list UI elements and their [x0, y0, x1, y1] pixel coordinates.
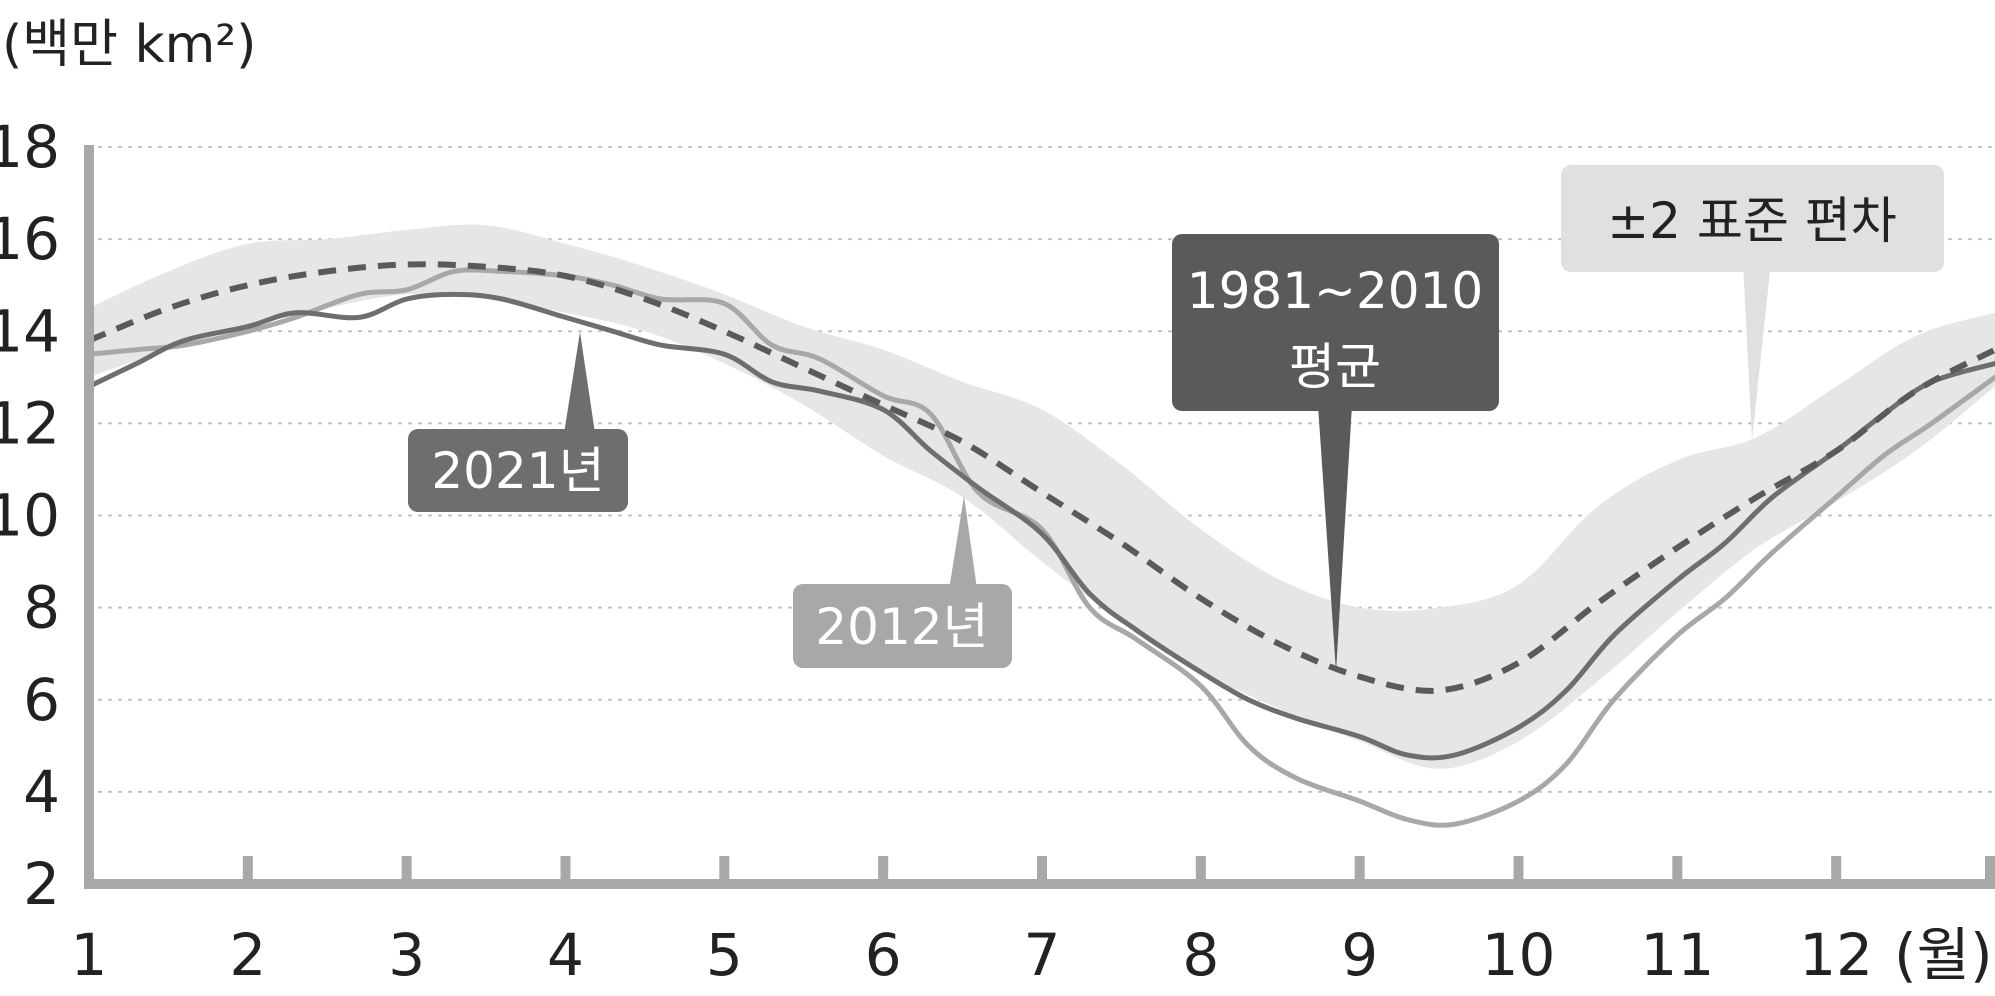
callout-std-dev-pointer [1743, 262, 1771, 440]
callout-std-dev-box [1561, 165, 1944, 272]
x-tick-label: 1 [71, 921, 108, 989]
x-tick-label: 9 [1341, 921, 1378, 989]
x-tick-label: 10 [1482, 921, 1556, 989]
callout-2021-pointer [563, 332, 596, 440]
y-tick-label: 12 [0, 389, 60, 457]
x-tick-label: 12 [1799, 921, 1873, 989]
y-tick-label: 8 [23, 574, 60, 642]
callout-2012-box [793, 584, 1012, 668]
callout-2012: 2012년 [793, 496, 1012, 668]
callout-std-dev: ±2 표준 편차 [1561, 165, 1944, 440]
callout-2012-pointer [948, 496, 978, 596]
callout-2012-label: 2012년 [815, 598, 988, 656]
callout-average-box [1172, 234, 1499, 411]
y-tick-label: 14 [0, 297, 60, 365]
y-tick-label: 16 [0, 205, 60, 273]
y-axis-unit-label: (백만 km²) [2, 15, 256, 75]
x-tick-label: 3 [388, 921, 425, 989]
y-tick-label: 18 [0, 113, 60, 181]
callout-2021-label: 2021년 [431, 442, 604, 500]
x-axis-unit-label: (월) [1894, 921, 1993, 989]
x-ticks [242, 856, 1995, 884]
y-tick-label: 6 [23, 666, 60, 734]
y-tick-label: 10 [0, 482, 60, 550]
x-tick-label: 5 [706, 921, 743, 989]
y-tick-labels: 2 4 6 8 10 12 14 16 18 [0, 113, 60, 918]
series-line-1 [86, 291, 1995, 761]
x-tick-label: 8 [1182, 921, 1219, 989]
y-tick-label: 2 [23, 850, 60, 918]
callout-std-dev-label: ±2 표준 편차 [1607, 192, 1897, 250]
x-tick-label: 4 [547, 921, 584, 989]
series-layer [86, 261, 1995, 828]
x-tick-label: 2 [229, 921, 266, 989]
callout-average-line1: 1981~2010 [1187, 262, 1483, 320]
callout-average-line2: 평균 [1289, 338, 1381, 396]
callout-average: 1981~2010 평균 [1172, 234, 1499, 672]
x-tick-label: 7 [1024, 921, 1061, 989]
callout-2021-box [408, 429, 628, 512]
callout-2021: 2021년 [408, 332, 628, 512]
x-tick-labels: 1 2 3 4 5 6 7 8 9 10 11 12 [71, 921, 1874, 989]
callout-average-pointer [1318, 405, 1352, 672]
x-tick-label: 6 [865, 921, 902, 989]
series-line-0 [87, 261, 1995, 694]
y-tick-label: 4 [23, 758, 60, 826]
x-tick-label: 11 [1640, 921, 1714, 989]
std-dev-band [89, 224, 1995, 769]
